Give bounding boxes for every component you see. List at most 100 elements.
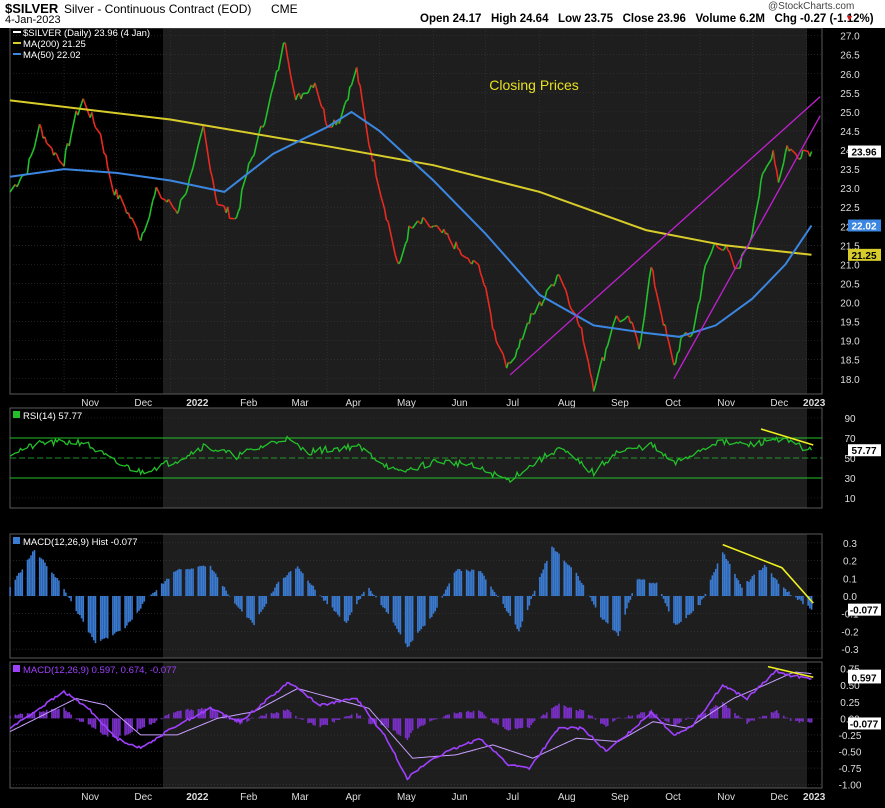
price-x-label: 2022 — [186, 398, 209, 409]
macd-hist-bar — [115, 596, 118, 632]
macd-hist-bar — [701, 596, 703, 600]
macd-hist-bar — [624, 596, 626, 615]
macd-hist-bar — [458, 569, 461, 596]
macd-hist2-bar — [453, 712, 456, 719]
macd-hist2-bar — [741, 718, 743, 719]
exchange-label: CME — [271, 2, 298, 16]
macd-hist-divergence-line — [722, 543, 814, 604]
macd-hist2-bar — [263, 715, 266, 719]
macd-hist2-bar — [45, 709, 48, 719]
macd-hist2-bar — [749, 718, 752, 721]
price-segment — [188, 173, 192, 179]
price-segment — [288, 64, 292, 76]
price-segment — [272, 80, 276, 88]
macd-hist2-bar — [396, 718, 398, 734]
macd-hist-bar — [777, 583, 780, 596]
macd-hist2-bar — [664, 718, 667, 721]
macd-hist-bar — [368, 587, 370, 596]
price-segment — [605, 345, 609, 350]
macd-x-label: Oct — [665, 792, 681, 803]
price-segment — [141, 231, 145, 234]
macd-hist2-bar — [148, 718, 151, 725]
macd-hist2-bar — [52, 710, 55, 719]
macd-hist2-bar — [528, 718, 531, 729]
price-segment — [63, 150, 67, 167]
macd-hist2-bar — [324, 718, 327, 725]
macd-hist-bar — [709, 579, 712, 596]
macd-hist2-bar — [265, 713, 268, 719]
macd-hist2-bar — [345, 716, 348, 719]
macd-hist2-bar — [223, 717, 226, 719]
macd-hist2-bar — [319, 718, 322, 728]
macd-hist-bar — [343, 596, 346, 622]
macd-hist-bar — [288, 572, 290, 596]
price-segment — [577, 322, 581, 328]
macd-tag-text: 0.597 — [851, 673, 876, 684]
macd-hist-bar — [105, 596, 107, 638]
macd-hist-bar — [289, 571, 292, 596]
price-segment — [324, 120, 328, 128]
macd-hist2-bar — [66, 712, 69, 719]
macd-tick-label: -0.75 — [839, 764, 862, 775]
macd-shade — [163, 662, 807, 788]
price-x-label: Sep — [611, 398, 629, 409]
macd-hist-bar — [411, 596, 414, 641]
macd-hist2-bar — [18, 714, 20, 719]
macd-hist-bar — [396, 596, 398, 629]
macd-tick-label: -0.25 — [839, 731, 862, 742]
macd-hist2-bar — [295, 715, 297, 719]
macd-hist-legend-swatch — [13, 537, 20, 544]
macd-hist2-bar — [674, 718, 677, 726]
price-segment — [410, 226, 413, 229]
price-x-label: 2023 — [803, 398, 826, 409]
macd-hist2-bar — [448, 714, 451, 719]
macd-hist2-bar — [809, 718, 811, 723]
macd-hist2-bar — [716, 706, 719, 719]
price-x-label: Dec — [770, 398, 788, 409]
chart-date: 4-Jan-2023 — [5, 14, 61, 26]
macd-hist-bar — [446, 586, 449, 596]
macd-hist-bar — [784, 588, 787, 596]
macd-hist-bar — [751, 576, 754, 596]
macd-hist2-bar — [673, 718, 675, 726]
macd-hist2-bar — [509, 718, 511, 730]
macd-hist2-bar — [490, 718, 492, 721]
price-segment — [115, 188, 119, 200]
macd-hist2-bar — [9, 715, 11, 719]
macd-hist2-bar — [21, 713, 24, 719]
macd-hist-bar — [30, 555, 32, 596]
macd-hist-bar — [91, 596, 93, 638]
macd-signal-line — [9, 671, 812, 759]
macd-hist-bar — [187, 568, 189, 596]
macd-hist-bar — [349, 596, 351, 616]
price-segment — [190, 167, 194, 174]
price-segment — [592, 385, 597, 392]
price-x-label: Jul — [506, 398, 519, 409]
macd-hist2-bar — [457, 713, 459, 719]
price-segment — [103, 153, 107, 156]
macd-hist-bar — [40, 558, 43, 596]
price-segment — [319, 101, 323, 108]
price-tick-label: 26.0 — [840, 70, 860, 81]
symbol-label: $SILVER — [5, 1, 59, 16]
price-segment — [619, 318, 626, 323]
price-segment — [343, 100, 348, 106]
macd-hist2-bar — [807, 718, 809, 722]
macd-hist2-bar — [284, 710, 287, 719]
macd-hist-bar — [483, 575, 485, 596]
macd-hist-bar — [16, 575, 18, 596]
macd-hist2-bar — [739, 717, 742, 719]
macd-hist-bar — [204, 566, 207, 596]
macd-hist-bar — [126, 596, 128, 626]
price-segment — [213, 185, 217, 198]
price-segment — [350, 67, 358, 86]
macd-hist-bar — [643, 579, 646, 596]
macd-hist2-bar — [624, 717, 626, 719]
macd-hist2-bar — [434, 718, 437, 720]
macd-hist2-bar — [619, 717, 621, 719]
price-segment — [361, 98, 365, 110]
macd-hist-bar — [282, 577, 285, 596]
macd-hist-bar — [662, 596, 665, 599]
macd-hist2-bar — [260, 715, 262, 719]
rsi-divergence-line — [760, 428, 814, 446]
